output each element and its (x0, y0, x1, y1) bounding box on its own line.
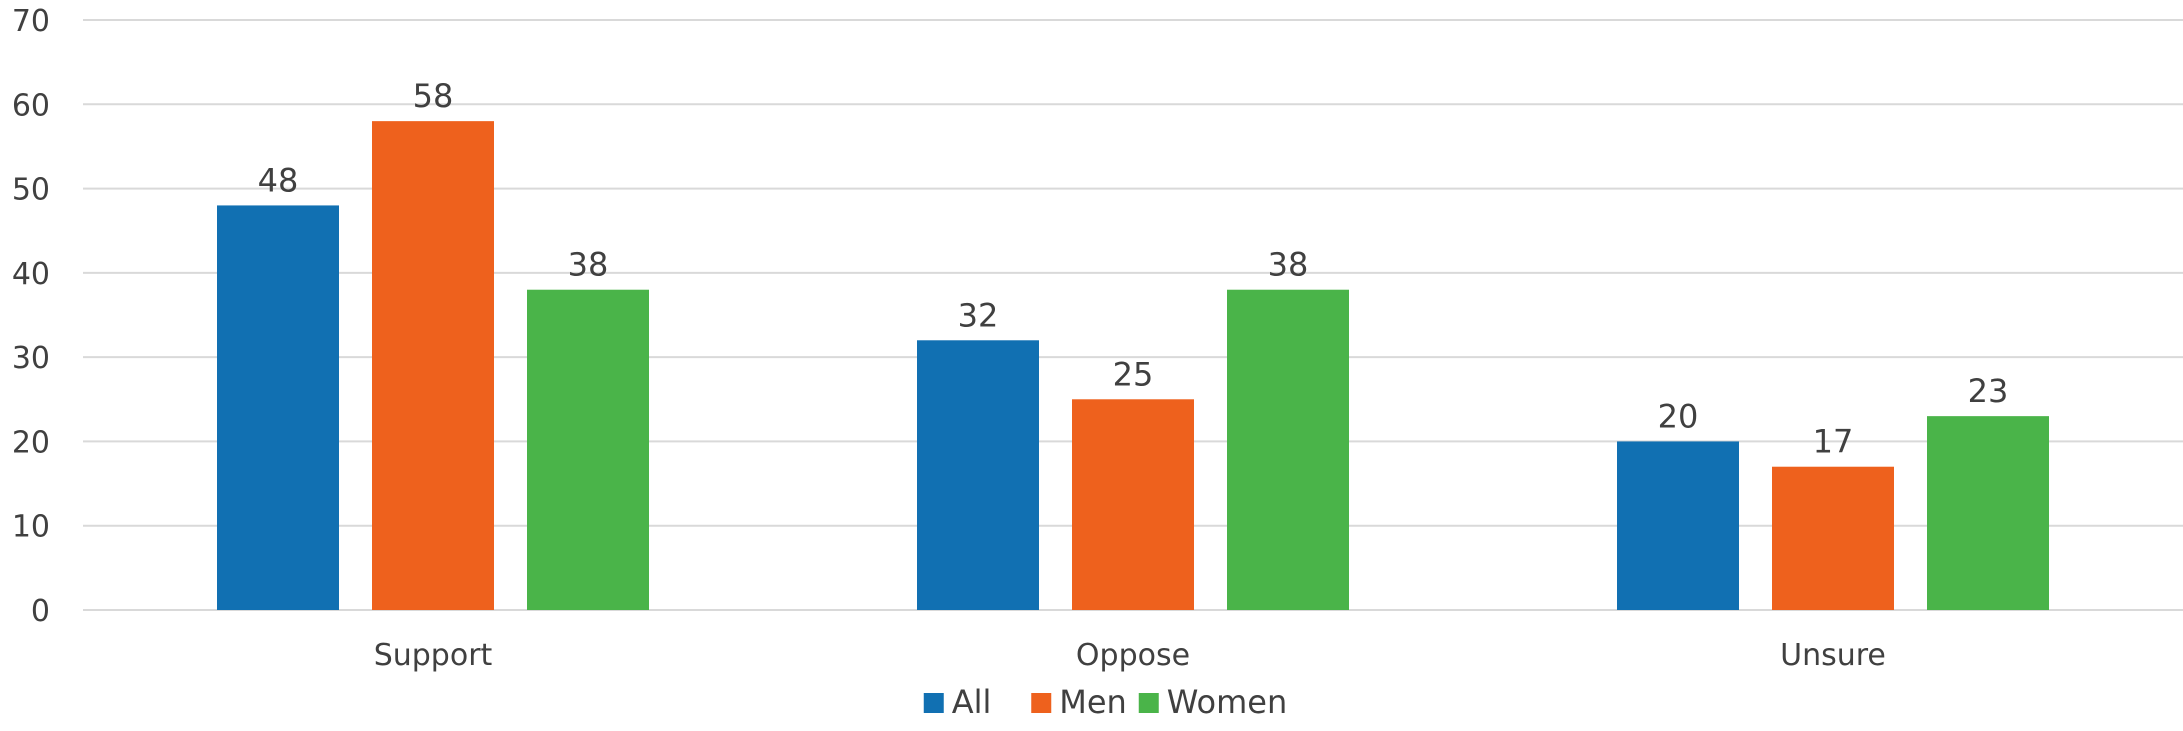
legend: All Men Women (923, 683, 1287, 721)
data-label: 32 (958, 296, 999, 334)
y-tick-label: 0 (31, 594, 50, 629)
x-category-label: Oppose (1076, 638, 1190, 673)
bar-all-oppose (917, 340, 1039, 610)
bar-all-support (217, 205, 339, 610)
y-tick-label: 70 (12, 4, 50, 39)
legend-swatch (1031, 693, 1052, 713)
legend-item-all: All (923, 683, 992, 721)
legend-item-men: Men (1031, 683, 1127, 721)
legend-label: Men (1059, 683, 1127, 721)
data-label: 58 (413, 77, 454, 115)
bar-men-unsure (1772, 466, 1894, 610)
data-label: 23 (1968, 372, 2009, 410)
data-labels: 48 58 38 32 25 38 20 17 23 (258, 77, 2009, 461)
data-label: 48 (258, 161, 299, 199)
y-tick-label: 50 (12, 173, 50, 208)
bar-men-oppose (1072, 399, 1194, 610)
legend-item-women: Women (1138, 683, 1287, 721)
y-tick-label: 20 (12, 425, 50, 460)
bar-men-support (372, 121, 494, 611)
data-label: 20 (1658, 397, 1699, 435)
y-tick-label: 10 (12, 510, 50, 545)
bar-all-unsure (1617, 441, 1739, 610)
legend-label: Women (1167, 683, 1287, 721)
bar-women-support (527, 289, 649, 610)
y-axis-ticks: 0 10 20 30 40 50 60 70 (12, 4, 50, 629)
x-axis-categories: Support Oppose Unsure (374, 638, 1886, 673)
x-category-label: Unsure (1780, 638, 1886, 673)
y-tick-label: 30 (12, 341, 50, 376)
bar-women-oppose (1227, 289, 1349, 610)
data-label: 38 (1268, 246, 1309, 284)
legend-swatch (1138, 693, 1159, 713)
legend-swatch (923, 693, 944, 713)
legend-label: All (952, 683, 992, 721)
bar-women-unsure (1927, 416, 2049, 610)
data-label: 25 (1113, 355, 1154, 393)
data-label: 17 (1813, 423, 1854, 461)
y-tick-label: 60 (12, 88, 50, 123)
data-label: 38 (568, 246, 609, 284)
y-tick-label: 40 (12, 257, 50, 292)
x-category-label: Support (374, 638, 493, 673)
bars (217, 121, 2049, 611)
